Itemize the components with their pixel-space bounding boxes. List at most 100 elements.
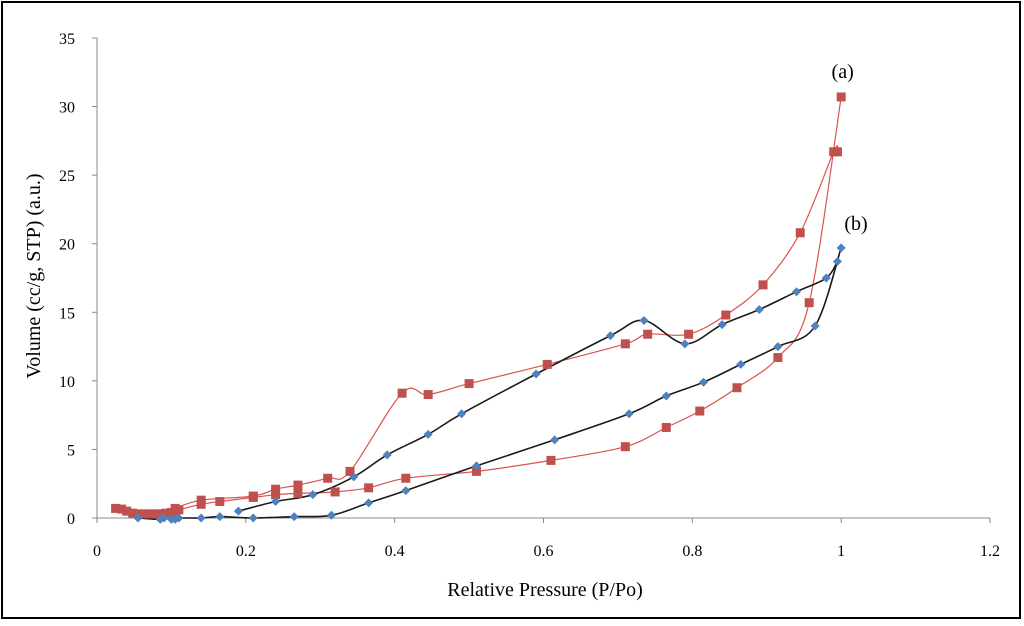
data-point-square bbox=[139, 509, 149, 519]
data-point-square bbox=[397, 388, 407, 398]
data-point-square bbox=[795, 228, 805, 238]
data-point-diamond bbox=[159, 513, 169, 523]
y-axis-title: Volume (cc/g, STP) (a.u.) bbox=[23, 173, 45, 378]
data-point-diamond bbox=[531, 369, 541, 379]
data-point-diamond bbox=[736, 359, 746, 369]
data-point-diamond bbox=[836, 243, 846, 253]
data-point-diamond bbox=[639, 316, 649, 326]
data-point-diamond bbox=[472, 461, 482, 471]
data-point-diamond bbox=[810, 321, 820, 331]
x-tick-label: 0 bbox=[93, 543, 101, 560]
data-point-square bbox=[472, 466, 482, 476]
annotation-a: (a) bbox=[832, 61, 854, 83]
data-point-square bbox=[293, 488, 303, 498]
data-point-diamond bbox=[717, 320, 727, 330]
data-point-diamond bbox=[792, 287, 802, 297]
data-point-diamond bbox=[457, 409, 467, 419]
x-axis-title: Relative Pressure (P/Po) bbox=[447, 579, 643, 601]
data-point-diamond bbox=[624, 409, 634, 419]
x-tick-label: 0.4 bbox=[385, 543, 405, 560]
data-point-diamond bbox=[680, 339, 690, 349]
data-point-diamond bbox=[248, 513, 258, 523]
series-markers bbox=[111, 92, 846, 524]
data-point-square bbox=[620, 339, 630, 349]
y-tick-label: 25 bbox=[59, 168, 75, 185]
data-point-square bbox=[643, 329, 653, 339]
tick-labels: 0 5 10 15 20 25 30 35 0 0.2 0.4 0.6 0.8 1 1.2 bbox=[59, 31, 1000, 560]
data-point-square bbox=[271, 484, 281, 494]
data-point-square bbox=[330, 487, 340, 497]
data-point-square bbox=[836, 92, 846, 102]
x-tick-label: 0.8 bbox=[682, 543, 702, 560]
data-point-diamond bbox=[821, 273, 831, 283]
data-point-square bbox=[111, 503, 121, 513]
data-point-square bbox=[423, 390, 433, 400]
x-tick-label: 0.2 bbox=[236, 543, 256, 560]
data-point-square bbox=[150, 509, 160, 519]
data-point-diamond bbox=[233, 506, 243, 516]
data-point-diamond bbox=[215, 512, 225, 522]
y-tick-label: 10 bbox=[59, 374, 75, 391]
data-point-square bbox=[620, 442, 630, 452]
data-point-diamond bbox=[754, 305, 764, 315]
data-point-square bbox=[293, 480, 303, 490]
data-point-square bbox=[364, 483, 374, 493]
data-point-diamond bbox=[349, 472, 359, 482]
data-point-diamond bbox=[196, 513, 206, 523]
data-point-diamond bbox=[174, 513, 184, 523]
data-point-diamond bbox=[661, 391, 671, 401]
data-point-square bbox=[345, 466, 355, 476]
data-point-square bbox=[804, 298, 814, 308]
data-point-square bbox=[464, 379, 474, 389]
annotation-b: (b) bbox=[844, 213, 867, 235]
data-point-square bbox=[122, 506, 132, 516]
data-point-square bbox=[128, 508, 138, 518]
data-point-diamond bbox=[364, 498, 374, 508]
data-point-diamond bbox=[773, 342, 783, 352]
x-tick-label: 1 bbox=[837, 543, 845, 560]
series-line-3 bbox=[238, 261, 839, 512]
data-point-square bbox=[758, 280, 768, 290]
data-point-diamond bbox=[326, 510, 336, 520]
data-point-square bbox=[695, 406, 705, 416]
y-tick-label: 0 bbox=[67, 511, 75, 528]
data-point-square bbox=[542, 359, 552, 369]
data-point-square bbox=[271, 490, 281, 500]
y-tick-label: 30 bbox=[59, 100, 75, 117]
data-point-diamond bbox=[271, 497, 281, 507]
x-tick-label: 0.6 bbox=[534, 543, 554, 560]
data-point-diamond bbox=[605, 331, 615, 341]
data-point-diamond bbox=[550, 435, 560, 445]
data-point-square bbox=[721, 310, 731, 320]
data-point-square bbox=[401, 473, 411, 483]
data-point-diamond bbox=[308, 490, 318, 500]
x-tick-label: 1.2 bbox=[980, 543, 1000, 560]
data-point-square bbox=[196, 495, 206, 505]
data-point-square bbox=[144, 509, 154, 519]
data-point-square bbox=[732, 383, 742, 393]
data-point-diamond bbox=[289, 512, 299, 522]
data-point-square bbox=[170, 503, 180, 513]
y-tick-label: 35 bbox=[59, 31, 75, 48]
data-point-square bbox=[155, 509, 165, 519]
data-point-square bbox=[215, 497, 225, 507]
data-point-square bbox=[248, 491, 258, 501]
y-tick-label: 5 bbox=[67, 442, 75, 459]
data-point-square bbox=[773, 353, 783, 363]
data-point-square bbox=[323, 473, 333, 483]
data-point-square bbox=[832, 147, 842, 157]
data-point-square bbox=[546, 455, 556, 465]
data-point-square bbox=[117, 504, 127, 514]
data-point-square bbox=[160, 508, 170, 518]
data-point-diamond bbox=[423, 429, 433, 439]
data-point-diamond bbox=[382, 450, 392, 460]
data-point-diamond bbox=[698, 377, 708, 387]
y-tick-label: 20 bbox=[59, 237, 75, 254]
data-point-diamond bbox=[133, 513, 143, 523]
data-point-diamond bbox=[832, 257, 842, 267]
y-tick-label: 15 bbox=[59, 305, 75, 322]
data-point-diamond bbox=[401, 486, 411, 496]
